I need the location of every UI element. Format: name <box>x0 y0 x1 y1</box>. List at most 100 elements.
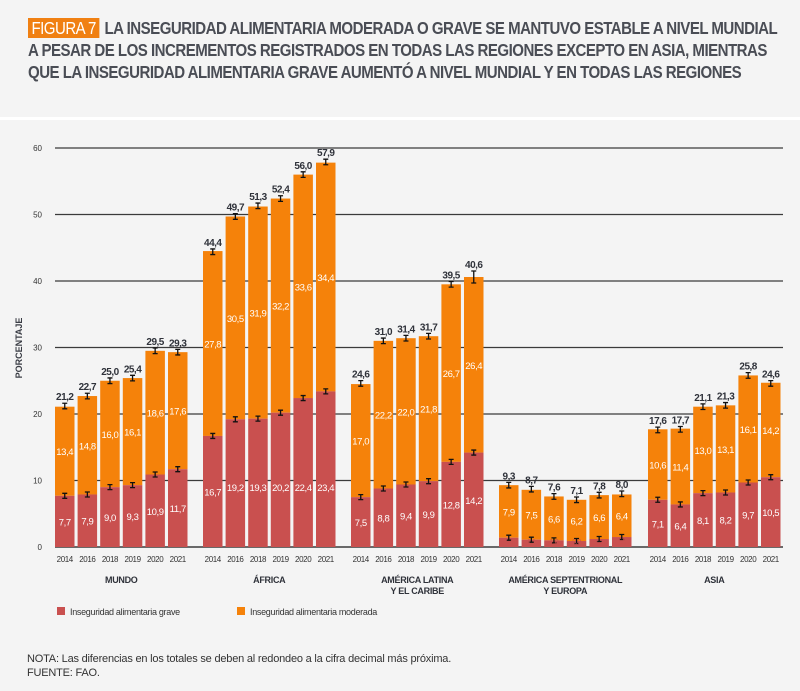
label-moderada: 18,6 <box>147 409 164 420</box>
label-moderada: 6,4 <box>616 512 628 523</box>
error-bar-total <box>426 332 432 340</box>
label-moderada: 22,2 <box>375 411 392 422</box>
label-moderada: 6,6 <box>593 513 605 524</box>
x-tick-label: 2019 <box>717 555 734 564</box>
x-tick-label: 2020 <box>740 555 757 564</box>
label-total: 39,5 <box>442 271 460 282</box>
legend-label-grave: Inseguridad alimentaria grave <box>70 607 180 617</box>
error-bar-grave <box>323 388 329 395</box>
figure-title-text: LA INSEGURIDAD ALIMENTARIA MODERADA O GR… <box>28 18 777 82</box>
x-tick-label: 2019 <box>124 555 141 564</box>
error-bar-grave <box>107 484 113 491</box>
bar-grave <box>648 499 668 547</box>
bar-grave <box>270 412 291 547</box>
error-bar-total <box>723 401 729 409</box>
bar-moderada <box>521 489 542 540</box>
bar-grave <box>396 484 416 547</box>
label-total: 7,8 <box>593 481 606 492</box>
label-total: 24,6 <box>762 370 780 381</box>
bar-grave <box>351 497 371 547</box>
bar-moderada <box>168 352 188 470</box>
label-total: 22,7 <box>79 382 97 393</box>
label-moderada: 17,6 <box>169 407 186 418</box>
bar-moderada <box>441 284 461 462</box>
x-tick-label: 2018 <box>102 555 119 564</box>
x-tick-label: 2016 <box>672 555 689 564</box>
bar-moderada <box>270 198 291 413</box>
error-bar-grave <box>745 479 751 486</box>
title-divider <box>0 117 800 120</box>
label-grave: 9,4 <box>400 512 412 523</box>
bar-grave <box>418 481 439 547</box>
bar-moderada <box>464 277 484 453</box>
y-tick-label: 50 <box>33 211 42 220</box>
error-bar-grave <box>596 535 602 543</box>
error-bar-total <box>175 348 181 356</box>
error-bar-grave <box>84 491 90 498</box>
label-total: 29,3 <box>169 338 187 349</box>
label-grave: 8,1 <box>697 516 709 527</box>
x-tick-label: 2016 <box>375 555 392 564</box>
error-bar-total <box>677 425 683 433</box>
label-grave: 0,9 <box>572 539 581 546</box>
bar-moderada <box>612 494 632 538</box>
bar-moderada <box>418 336 439 482</box>
bar-moderada <box>316 162 336 392</box>
label-total: 29,5 <box>146 337 164 348</box>
label-moderada: 14,8 <box>79 441 96 452</box>
error-bar-total <box>232 213 238 220</box>
x-tick-label: 2021 <box>318 555 335 564</box>
error-bar-total <box>358 379 364 387</box>
label-total: 9,3 <box>503 471 516 482</box>
bar-grave <box>499 537 519 547</box>
label-grave: 7,5 <box>355 518 367 529</box>
x-tick-label: 2020 <box>295 555 312 564</box>
label-grave: 9,3 <box>127 512 139 523</box>
legend-label-moderada: Inseguridad alimentaria moderada <box>250 607 377 617</box>
error-bar-grave <box>768 474 774 481</box>
bar-grave <box>441 461 461 547</box>
label-grave: 1,0 <box>550 539 559 546</box>
legend-swatch-moderada <box>237 607 245 615</box>
label-moderada: 21,8 <box>420 405 437 416</box>
bar-moderada <box>715 405 736 493</box>
error-bar-grave <box>619 533 625 541</box>
label-total: 8,0 <box>616 480 629 491</box>
bar-grave <box>145 474 165 547</box>
label-grave: 19,3 <box>250 483 267 494</box>
bar-moderada <box>566 499 587 542</box>
label-grave: 10,9 <box>147 507 164 518</box>
label-grave: 9,7 <box>742 511 754 522</box>
error-bar-total <box>107 377 113 385</box>
label-total: 24,6 <box>352 370 370 381</box>
error-bar-total <box>528 485 534 493</box>
label-grave: 8,2 <box>720 516 732 527</box>
label-moderada: 16,1 <box>740 425 757 436</box>
bar-moderada <box>351 384 371 498</box>
error-bar-total <box>210 248 216 256</box>
label-grave: 7,1 <box>652 519 664 530</box>
label-total: 21,2 <box>56 392 74 403</box>
error-bar-grave <box>152 471 158 478</box>
bar-grave <box>225 419 246 547</box>
label-grave: 12,8 <box>443 500 460 511</box>
x-tick-label: 2020 <box>147 555 164 564</box>
x-tick-label: 2019 <box>420 555 437 564</box>
label-total: 8,7 <box>525 475 538 486</box>
error-bar-total <box>700 403 706 411</box>
label-total: 31,7 <box>420 322 438 333</box>
bar-grave <box>670 504 691 547</box>
label-grave: 9,9 <box>423 510 435 521</box>
x-tick-label: 2016 <box>523 555 540 564</box>
error-bar-grave <box>403 481 409 488</box>
bar-moderada <box>761 382 781 478</box>
error-bar-total <box>596 491 602 499</box>
x-tick-label: 2018 <box>398 555 415 564</box>
x-tick-label: 2020 <box>443 555 460 564</box>
bar-moderada <box>203 251 223 436</box>
footnote: NOTA: Las diferencias en los totales se … <box>27 652 451 680</box>
error-bar-total <box>84 392 90 400</box>
error-bar-total <box>745 371 751 379</box>
bar-moderada <box>544 496 564 541</box>
label-grave: 22,4 <box>295 483 312 494</box>
